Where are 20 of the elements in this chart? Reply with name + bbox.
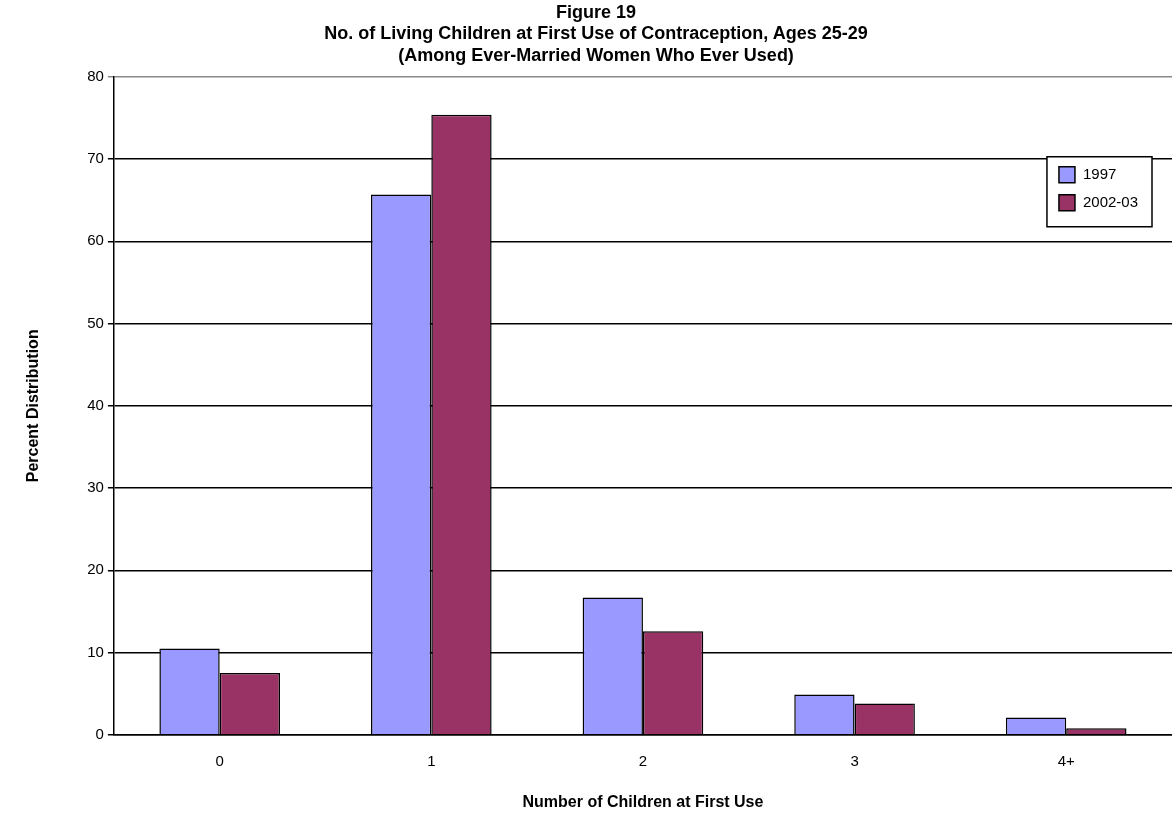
chart-title: Figure 19 [555,1,637,22]
y-tick-label: 60 [87,231,104,249]
x-tick-label: 3 [850,751,859,769]
x-tick-label: 2 [638,751,648,769]
y-tick-label: 0 [95,724,104,742]
y-tick-label: 50 [87,313,104,331]
y-tick-label: 70 [87,149,104,167]
chart-subtitle: No. of Living Children at First Use of Contraception, Ages 25-29 (Among Ever-Married Women Who Ever Used) [324,23,868,65]
x-tick-label: 4+ [1057,751,1075,769]
y-axis-title: Percent Distribution [24,329,42,483]
x-axis-title: Number of Children at First Use [522,792,764,810]
x-tick-label: 1 [427,751,436,769]
y-tick-label: 20 [87,560,104,578]
x-tick-label: 0 [215,751,224,769]
y-tick-label: 30 [87,478,104,496]
y-tick-label: 10 [87,642,104,660]
legend-label: 2002-03 [1082,192,1139,210]
legend-label: 1997 [1082,164,1117,182]
y-tick-label: 40 [87,395,104,413]
y-tick-label: 80 [87,66,104,84]
